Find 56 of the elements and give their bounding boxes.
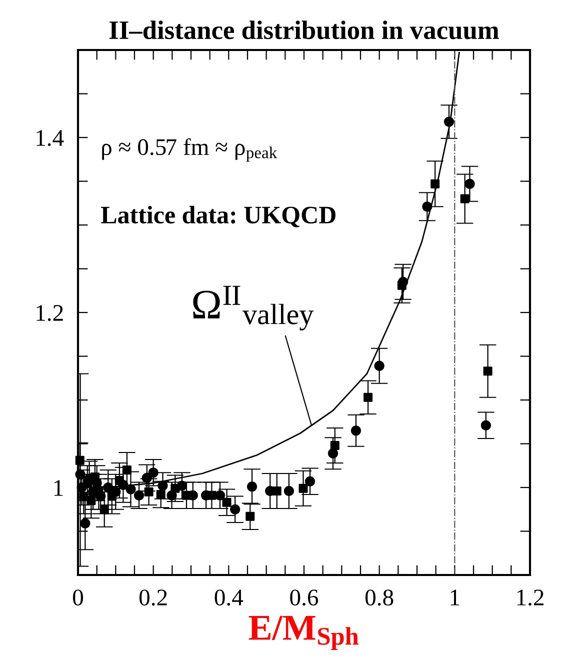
- annotation: Lattice data: UKQCD: [101, 206, 336, 228]
- point: [100, 504, 109, 514]
- x-tick-label: 0.8: [365, 590, 394, 606]
- x-tick-label: 0.4: [214, 590, 244, 606]
- annotation: ρ ≈ 0.57 fm ≈ ρ$_{peak}$: [102, 138, 278, 162]
- point: [444, 116, 454, 127]
- x-tick-label: 0.6: [290, 590, 318, 606]
- point: [246, 482, 258, 492]
- point: [156, 490, 166, 499]
- point: [284, 486, 294, 496]
- x-axis-title: E/M$_{Sph}$: [248, 616, 358, 650]
- point: [103, 482, 114, 493]
- point: [148, 468, 158, 478]
- point: [350, 426, 362, 436]
- point: [75, 456, 84, 465]
- point: [76, 482, 87, 493]
- point: [298, 484, 308, 493]
- point: [75, 469, 86, 480]
- point: [96, 491, 106, 502]
- point: [118, 480, 128, 490]
- point: [122, 466, 132, 474]
- y-tick-label: 1.4: [36, 130, 64, 146]
- point: [330, 441, 340, 450]
- x-tick-label: 0.2: [139, 590, 167, 606]
- point: [158, 480, 168, 491]
- point: [246, 512, 255, 521]
- x-tick-label: 0: [72, 590, 84, 606]
- point: [460, 194, 470, 204]
- point: [110, 486, 121, 497]
- y-tick-label: 1: [54, 480, 63, 496]
- chart-title: II–distance distribution in vacuum: [110, 20, 499, 40]
- point: [374, 360, 384, 371]
- point: [422, 202, 432, 212]
- point: [176, 480, 188, 491]
- point: [222, 498, 232, 507]
- point: [483, 366, 492, 376]
- point: [364, 392, 373, 402]
- point: [166, 490, 177, 500]
- point: [304, 476, 316, 486]
- x-tick-label: 1: [450, 590, 460, 606]
- point: [230, 504, 240, 514]
- annotation: Ω$^{II}$$_{valley}$: [193, 286, 314, 330]
- point: [430, 179, 440, 188]
- point: [398, 276, 408, 287]
- x-tick-label: 1.2: [517, 590, 544, 606]
- y-tick-label: 1.2: [36, 305, 63, 322]
- point: [142, 472, 152, 483]
- point: [464, 178, 475, 189]
- point: [480, 420, 492, 430]
- point: [80, 518, 90, 528]
- point: [86, 496, 96, 506]
- point: [214, 490, 226, 500]
- point: [328, 448, 338, 458]
- point: [126, 484, 136, 494]
- point: [134, 490, 144, 500]
- point: [144, 487, 154, 496]
